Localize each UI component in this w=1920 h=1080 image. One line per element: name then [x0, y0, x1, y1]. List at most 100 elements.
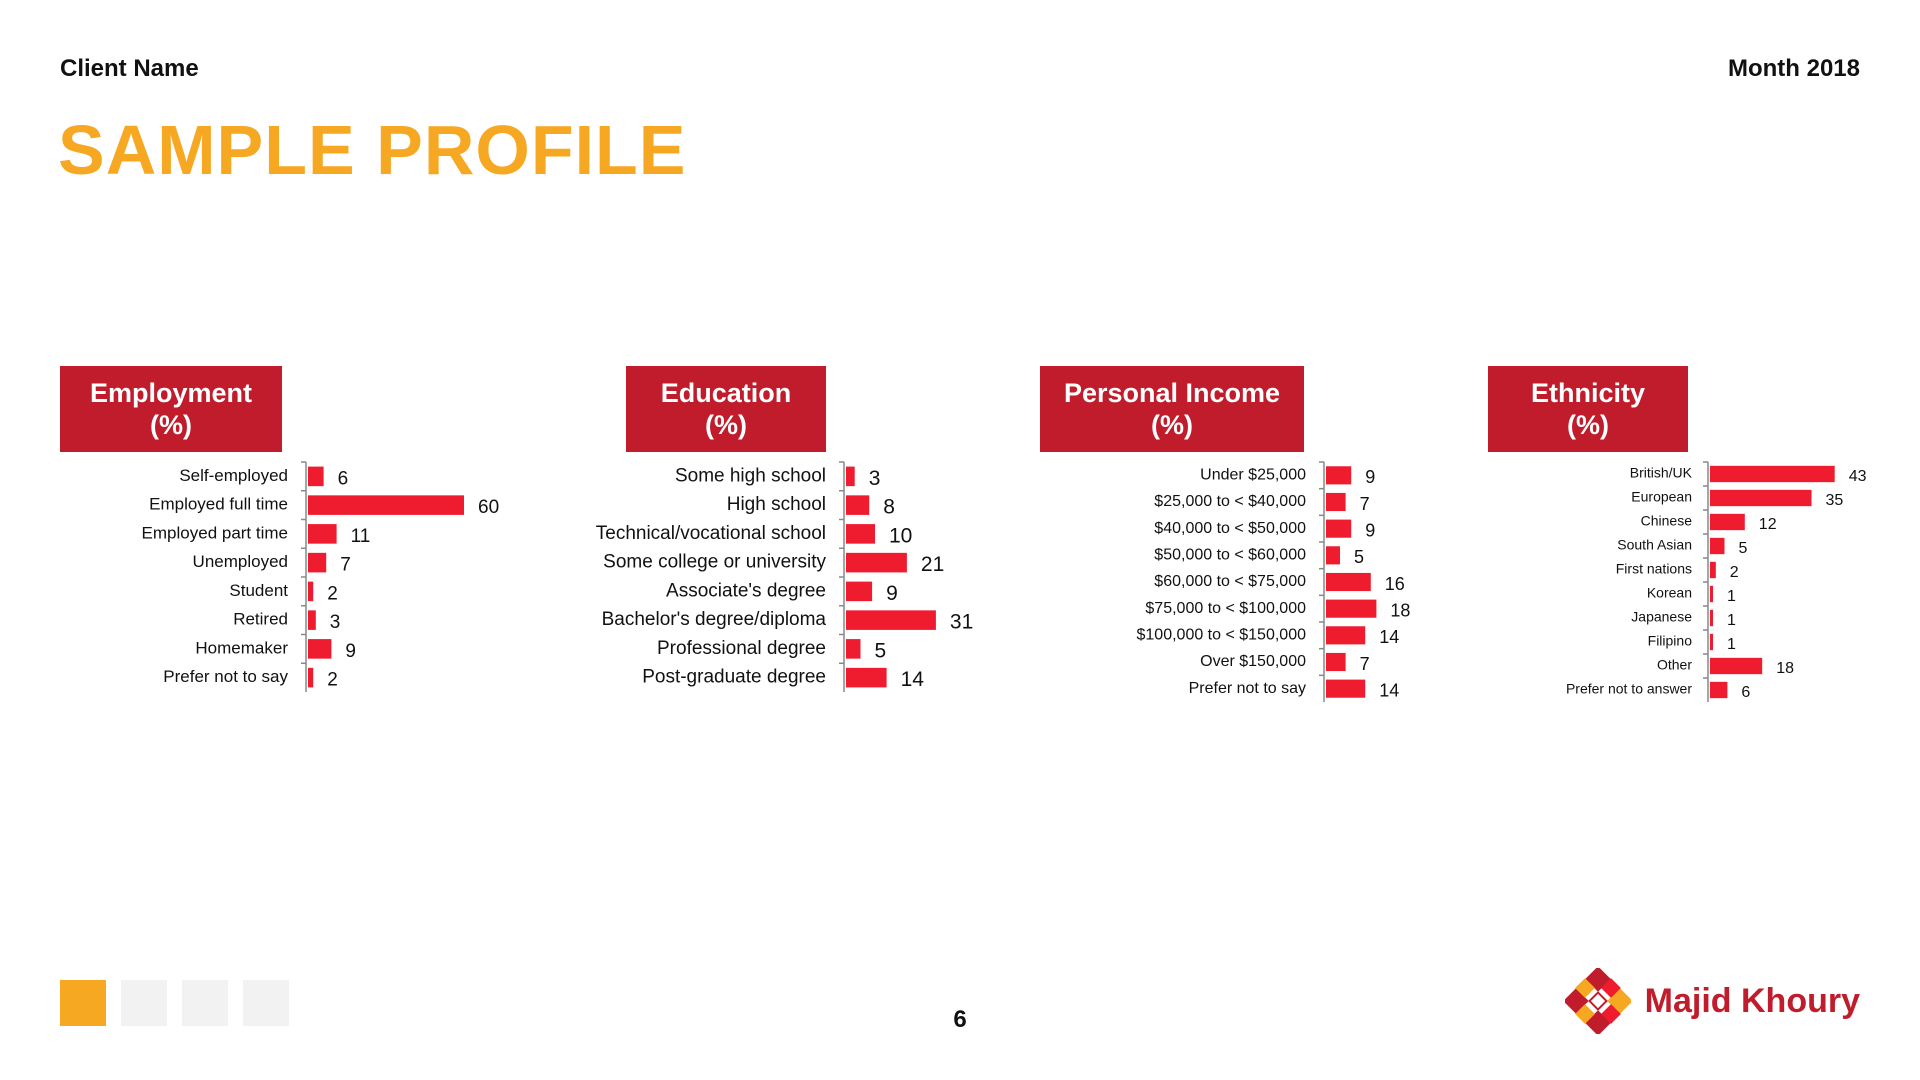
data-label: 2: [327, 583, 338, 604]
month-label: Month 2018: [1727, 55, 1860, 82]
brand-name: Majid Khoury: [1644, 981, 1860, 1020]
bar: [308, 495, 464, 515]
category-label: $50,000 to < $60,000: [1154, 547, 1306, 564]
data-label: 5: [875, 639, 887, 662]
data-label: 6: [1741, 684, 1750, 701]
data-label: 14: [1379, 680, 1399, 700]
bar: [308, 524, 337, 544]
bar: [1710, 561, 1716, 579]
data-label: 7: [1360, 494, 1370, 514]
category-label: Self-employed: [179, 466, 288, 485]
bar: [846, 466, 855, 487]
category-label: Associate's degree: [666, 580, 826, 601]
bar: [1326, 546, 1340, 565]
bar: [846, 524, 875, 544]
category-label: Technical/vocational school: [596, 523, 826, 544]
employment-chart-header: Employment (%): [60, 366, 282, 452]
bar: [1326, 599, 1377, 618]
category-label: Prefer not to say: [1189, 680, 1306, 697]
category-label: Retired: [233, 610, 288, 629]
category-label: Post-graduate degree: [642, 667, 826, 688]
data-label: 16: [1385, 574, 1405, 594]
data-label: 1: [1727, 588, 1736, 605]
data-label: 9: [345, 641, 356, 662]
bar: [308, 610, 316, 630]
bar: [1710, 537, 1725, 555]
progress-square: [121, 980, 167, 1026]
category-label: Korean: [1647, 585, 1692, 601]
bar: [1326, 626, 1366, 645]
income-chart-header: Personal Income (%): [1040, 366, 1304, 452]
category-label: High school: [727, 494, 826, 515]
progress-square: [243, 980, 289, 1026]
bar: [1326, 572, 1371, 592]
data-label: 3: [869, 467, 881, 490]
data-label: 2: [327, 670, 338, 691]
category-label: Over $150,000: [1200, 653, 1306, 670]
data-label: 3: [330, 612, 341, 633]
data-label: 5: [1354, 547, 1364, 567]
data-label: 9: [1365, 520, 1375, 540]
bar: [1710, 585, 1713, 603]
category-label: Employed full time: [149, 495, 288, 514]
category-label: Homemaker: [195, 638, 288, 657]
data-label: 6: [338, 468, 349, 489]
bar: [1710, 633, 1713, 651]
bar: [1710, 609, 1713, 627]
data-label: 35: [1826, 492, 1844, 509]
category-label: Some high school: [675, 465, 826, 486]
progress-square-active: [60, 980, 106, 1026]
data-label: 9: [1365, 467, 1375, 487]
data-label: 10: [889, 524, 912, 547]
category-label: Japanese: [1631, 609, 1692, 625]
client-name: Client Name: [60, 55, 199, 82]
bar: [1710, 681, 1728, 699]
data-label: 8: [883, 496, 895, 519]
page-number: 6: [953, 1006, 967, 1033]
category-label: Prefer not to say: [163, 667, 288, 686]
education-chart-title: Education: [660, 378, 792, 408]
data-label: 5: [1739, 540, 1748, 557]
category-label: Under $25,000: [1200, 467, 1306, 484]
data-label: 14: [1379, 627, 1399, 647]
employment-chart-subtitle: (%): [150, 410, 192, 440]
data-label: 2: [1730, 564, 1739, 581]
education-chart: Some high school 3 High school 8 Technical/v…: [596, 461, 973, 692]
majid-khoury-logo-icon: [1564, 968, 1631, 1034]
bar: [308, 552, 327, 573]
category-label: $75,000 to < $100,000: [1145, 600, 1306, 617]
bar: [1326, 466, 1352, 485]
bar: [1710, 513, 1745, 531]
data-label: 7: [1360, 654, 1370, 674]
employment-chart: Self-employed 6 Employed full time 60 Employ…: [142, 461, 499, 692]
category-label: South Asian: [1617, 537, 1692, 553]
bar: [1326, 652, 1346, 672]
bar: [1326, 519, 1352, 538]
bar: [308, 466, 324, 487]
slide-progress-indicator: [60, 980, 289, 1026]
progress-square: [182, 980, 228, 1026]
category-label: Employed part time: [142, 523, 288, 542]
bar: [1710, 489, 1812, 507]
bar: [846, 667, 887, 688]
category-label: Some college or university: [603, 552, 826, 573]
ethnicity-chart-header: Ethnicity (%): [1488, 366, 1688, 452]
bar: [846, 581, 873, 602]
data-label: 18: [1776, 660, 1794, 677]
category-label: $25,000 to < $40,000: [1154, 493, 1306, 510]
data-label: 9: [886, 582, 898, 605]
category-label: British/UK: [1630, 465, 1693, 481]
ethnicity-chart-title: Ethnicity: [1530, 378, 1645, 408]
bar: [1710, 657, 1763, 675]
category-label: European: [1631, 489, 1692, 505]
category-label: $100,000 to < $150,000: [1137, 627, 1307, 644]
data-label: 1: [1727, 612, 1736, 629]
page-title: SAMPLE PROFILE: [58, 111, 687, 189]
data-label: 11: [351, 526, 371, 547]
data-label: 1: [1727, 636, 1736, 653]
data-label: 7: [340, 555, 351, 576]
data-label: 18: [1390, 600, 1410, 620]
employment-chart-title: Employment: [89, 378, 253, 408]
bar: [1326, 679, 1366, 698]
